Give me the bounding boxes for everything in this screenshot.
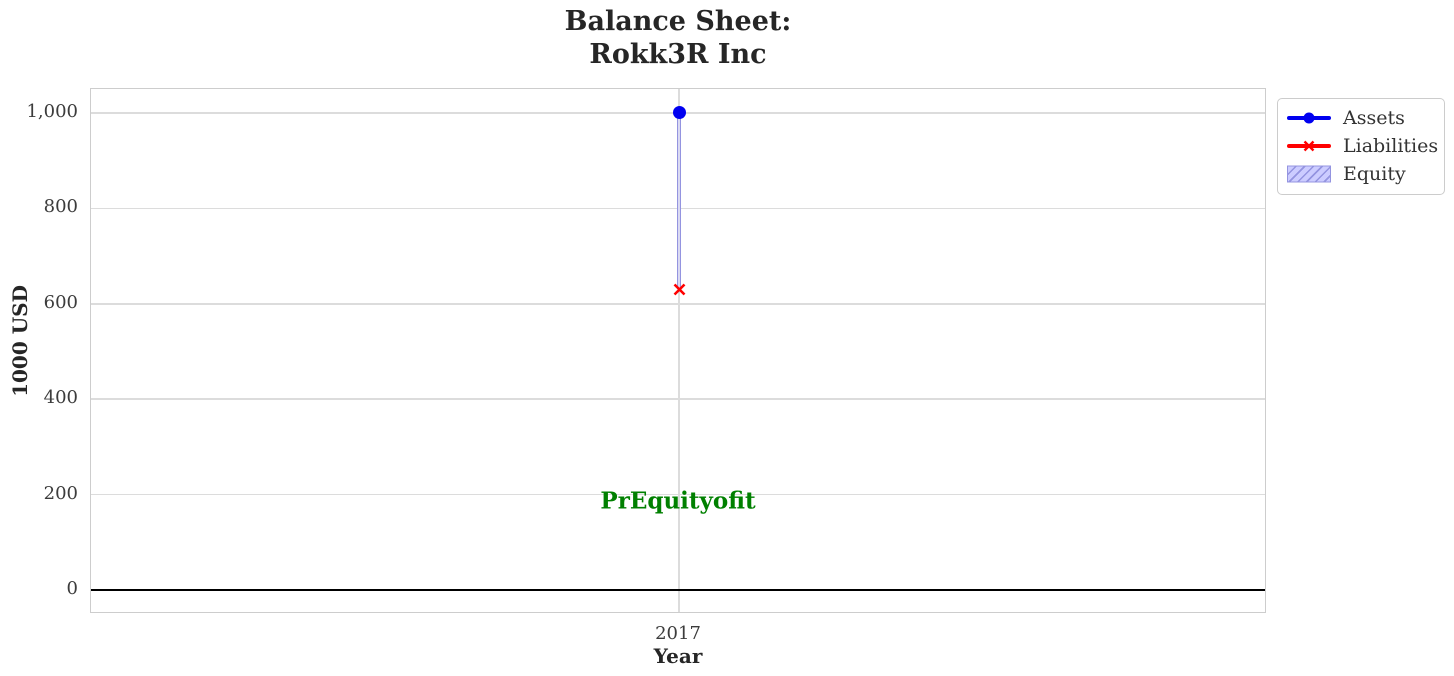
legend-item-liabilities: Liabilities — [1287, 132, 1439, 160]
assets-line-swatch — [1287, 109, 1331, 127]
legend: Assets Liabilities Equity — [1277, 98, 1445, 195]
legend-item-equity: Equity — [1287, 160, 1435, 188]
v-gridline-2017 — [678, 89, 680, 612]
x-marker-icon — [1303, 140, 1315, 152]
liabilities-line-swatch — [1287, 137, 1331, 155]
x-axis-label: Year — [653, 644, 703, 668]
legend-item-assets: Assets — [1287, 104, 1435, 132]
y-tick-label: 800 — [43, 196, 78, 218]
y-tick-label: 0 — [66, 578, 78, 600]
y-tick-label: 400 — [43, 387, 78, 409]
legend-label-liabilities: Liabilities — [1343, 135, 1439, 157]
circle-marker-icon — [1303, 112, 1315, 124]
zero-axis-line — [91, 588, 1265, 592]
chart-title-line2: Rokk3R Inc — [589, 39, 767, 70]
chart-title: Balance Sheet: Rokk3R Inc — [90, 5, 1266, 71]
y-tick-label: 200 — [43, 482, 78, 504]
y-tick-label: 600 — [43, 291, 78, 313]
equity-area-band — [676, 112, 682, 290]
legend-label-assets: Assets — [1343, 107, 1405, 129]
plot-area — [90, 88, 1266, 613]
equity-patch-swatch — [1287, 165, 1331, 183]
h-gridline — [91, 493, 1265, 496]
hatched-patch-icon — [1287, 165, 1331, 183]
legend-label-equity: Equity — [1343, 163, 1406, 185]
h-gridline — [91, 303, 1265, 305]
annotation-text: PrEquityofit — [600, 487, 756, 515]
h-gridline — [91, 398, 1265, 400]
x-tick-label-2017: 2017 — [655, 623, 701, 644]
chart-title-line1: Balance Sheet: — [564, 6, 792, 37]
assets-data-point — [672, 106, 686, 120]
liabilities-data-point — [672, 282, 687, 297]
y-tick-label: 1,000 — [26, 100, 78, 122]
